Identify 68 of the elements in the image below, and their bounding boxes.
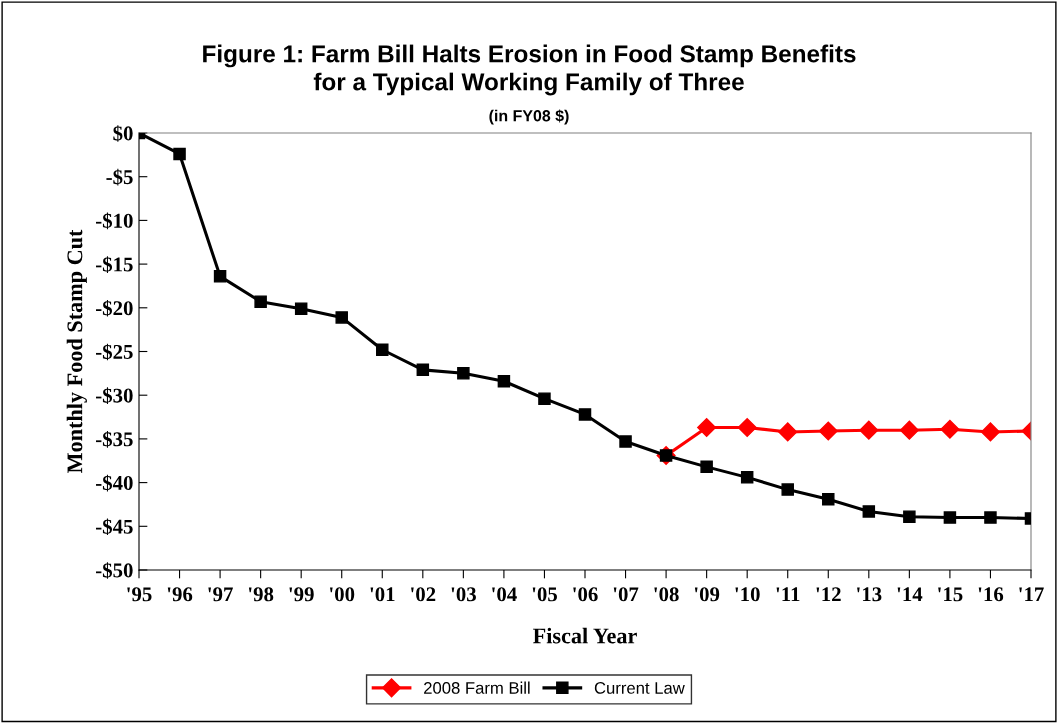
x-tick-label: '15	[938, 587, 963, 602]
y-tick-label: -$25	[96, 343, 133, 361]
y-tick-label: -$10	[96, 212, 133, 230]
x-tick-label: '01	[370, 587, 395, 602]
y-axis-title: Monthly Food Stamp Cut	[66, 229, 87, 474]
point	[578, 408, 592, 421]
x-tick-label: '06	[573, 587, 598, 602]
x-tick-label: '14	[897, 587, 923, 602]
x-tick-label: '05	[532, 587, 557, 602]
point	[457, 367, 470, 380]
point	[781, 483, 794, 496]
x-tick-label: '11	[776, 587, 800, 602]
x-axis-title: Fiscal Year	[533, 627, 637, 644]
x-tick-label: '03	[451, 587, 476, 602]
y-tick-label: -$30	[96, 387, 133, 405]
point	[619, 435, 632, 448]
x-tick-label: '09	[694, 587, 720, 602]
y-tick-label: $0	[113, 125, 133, 142]
point	[737, 418, 757, 438]
x-tick-label: '95	[127, 587, 152, 602]
point	[294, 302, 308, 315]
x-tick-label: '96	[167, 587, 193, 602]
y-tick-label: -$50	[96, 562, 133, 579]
point	[899, 420, 919, 440]
y-tick-label: -$15	[96, 256, 133, 273]
point	[697, 418, 717, 438]
x-tick-label: '17	[1019, 587, 1044, 602]
y-tick-label: -$35	[96, 431, 133, 448]
chart-subtitle: (in FY08 $)	[489, 109, 569, 125]
x-tick-label: '04	[492, 587, 517, 602]
point	[862, 505, 876, 518]
y-tick-label: -$5	[106, 168, 133, 186]
x-tick-label: '97	[208, 587, 233, 602]
x-tick-label: '08	[654, 587, 679, 602]
point	[822, 492, 835, 506]
point	[859, 420, 879, 440]
x-tick-label: '99	[289, 587, 314, 602]
x-tick-label: '16	[978, 587, 1004, 602]
point	[213, 270, 227, 283]
point	[943, 511, 957, 524]
point	[376, 343, 389, 357]
y-tick-label: -$20	[96, 299, 133, 317]
point	[173, 147, 186, 161]
point	[940, 419, 960, 439]
x-tick-label: '12	[816, 587, 841, 602]
x-tick-label: '10	[735, 587, 760, 602]
legend-label: 2008 Farm Bill	[424, 681, 530, 694]
legend-label: Current Law	[594, 682, 685, 694]
point	[980, 422, 1000, 442]
x-tick-label: '00	[330, 587, 355, 602]
point	[740, 471, 754, 484]
point	[497, 374, 511, 388]
x-tick-label: '13	[857, 587, 882, 602]
point	[903, 510, 916, 523]
point	[416, 363, 430, 377]
point	[984, 511, 997, 524]
x-tick-label: '02	[411, 587, 436, 602]
point	[818, 421, 838, 441]
x-tick-label: '98	[248, 587, 274, 602]
point	[254, 295, 267, 308]
point	[538, 392, 551, 405]
point	[700, 460, 713, 474]
chart-title: Figure 1: Farm Bill Halts Erosion in Food Stamp Benefits for a Typical Working Family of Three	[203, 44, 856, 96]
point	[335, 311, 348, 324]
x-tick-label: '07	[613, 587, 639, 602]
y-tick-label: -$45	[96, 518, 133, 536]
point	[778, 422, 798, 442]
y-tick-label: -$40	[96, 474, 133, 492]
